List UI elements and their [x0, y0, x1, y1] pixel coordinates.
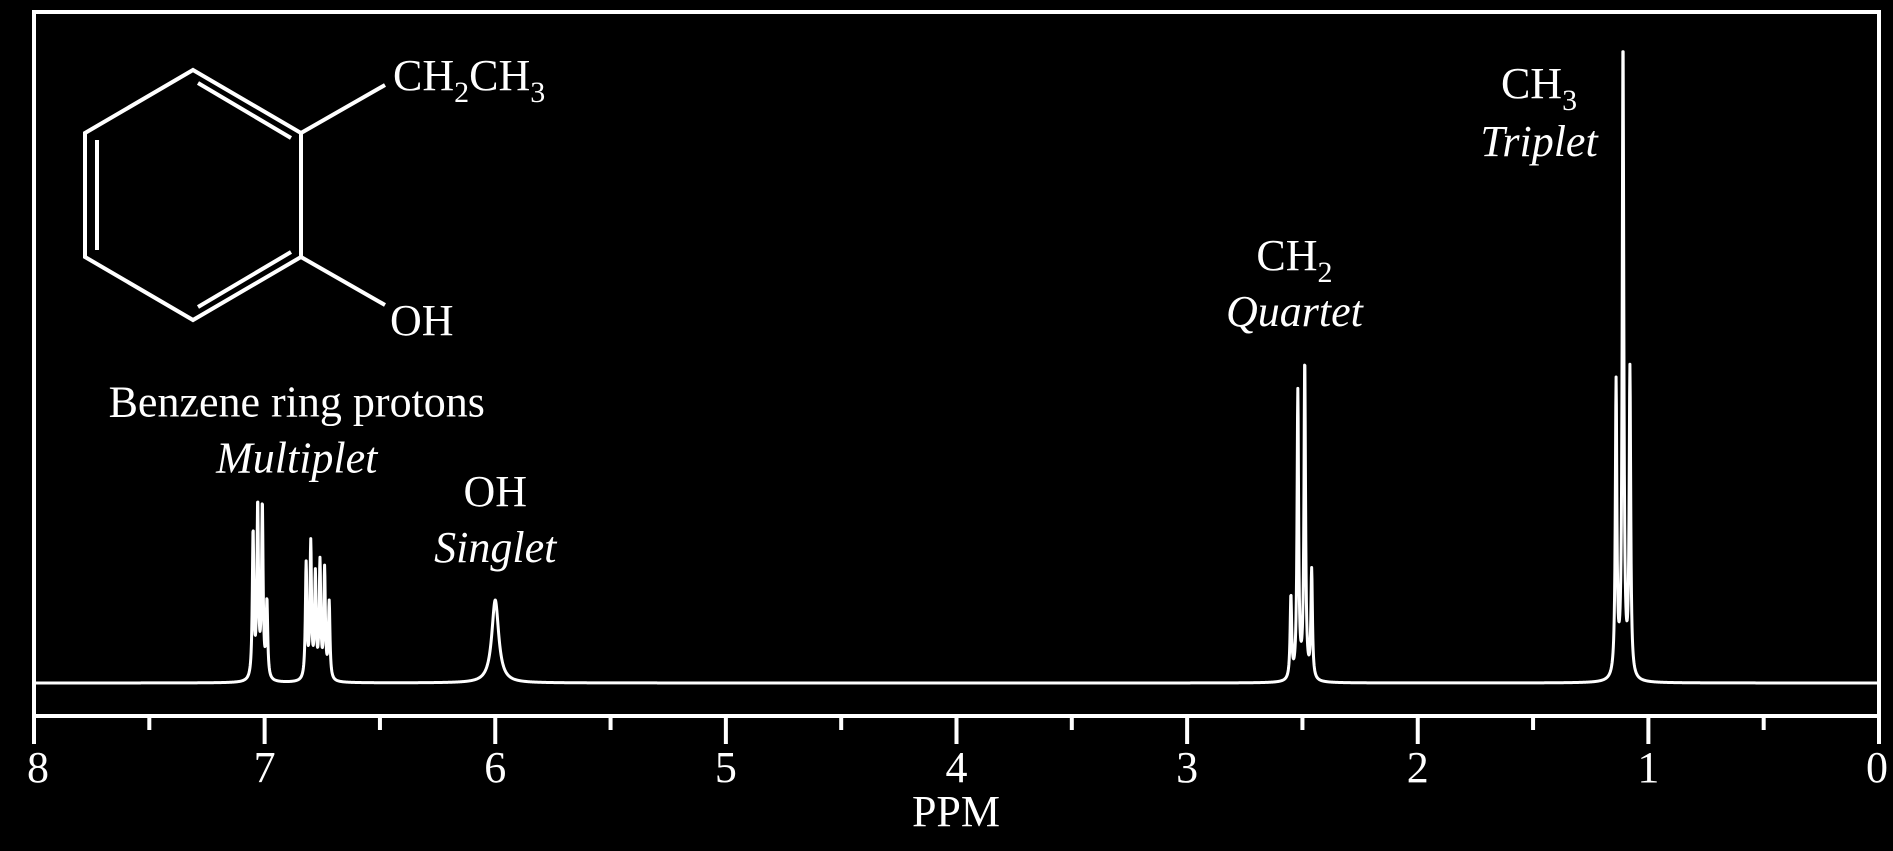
x-tick-label: 8 [27, 743, 49, 792]
x-tick-label: 5 [715, 743, 737, 792]
peak-multiplicity-label: Multiplet [215, 434, 379, 483]
x-tick-label: 2 [1407, 743, 1429, 792]
x-axis-label: PPM [912, 787, 1000, 836]
peak-group-label: OH [463, 467, 527, 516]
x-axis: 8 7 6 5 4 3 2 1 0 PPM [27, 714, 1888, 836]
peak-group-label: Benzene ring protons [109, 378, 485, 427]
x-axis-ticks: 8 7 6 5 4 3 2 1 0 [27, 716, 1888, 792]
ring-double-bond-2 [196, 250, 293, 309]
x-tick-label: 6 [484, 743, 506, 792]
peak-multiplicity-label: Quartet [1226, 287, 1365, 336]
hydroxyl-group-label: OH [390, 296, 454, 345]
ethylphenol-structure [83, 67, 386, 323]
x-tick-label: 1 [1637, 743, 1659, 792]
peak-group-label: CH2 [1256, 231, 1332, 289]
peak-annotations: Benzene ring protons Multiplet OH Singlet CH… [109, 59, 1600, 572]
spectrum-trace [32, 50, 1881, 685]
x-tick-label: 4 [946, 743, 968, 792]
peak-group-label: CH3 [1501, 59, 1577, 117]
x-tick-label: 7 [254, 743, 276, 792]
peak-multiplicity-label: Singlet [434, 523, 558, 572]
ethyl-bond [300, 83, 386, 135]
hydroxyl-bond [300, 255, 386, 307]
x-tick-label: 0 [1866, 743, 1888, 792]
x-tick-label: 3 [1176, 743, 1198, 792]
ring-double-bond-1 [196, 81, 293, 140]
peak-multiplicity-label: Triplet [1480, 117, 1599, 166]
ethyl-group-label: CH2CH3 [393, 51, 545, 109]
